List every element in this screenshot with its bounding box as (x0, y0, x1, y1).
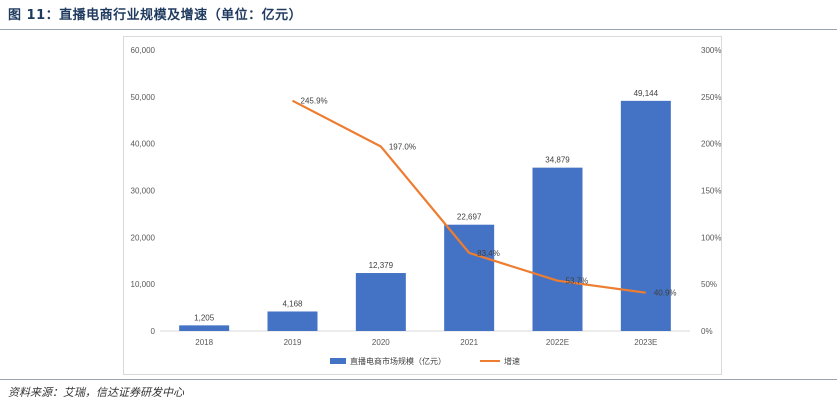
x-axis-tick-label: 2019 (284, 338, 302, 347)
growth-line (291, 99, 646, 294)
right-axis-tick-label: 200% (701, 140, 721, 149)
bar-2020 (355, 273, 406, 331)
growth-line-series (291, 99, 646, 294)
right-axis-tick-label: 150% (701, 187, 721, 196)
bar-data-labels: 1,205 4,168 12,379 22,697 34,879 49,144 (194, 89, 658, 323)
growth-value-label: 197.0% (389, 142, 416, 151)
bar-value-label: 1,205 (194, 313, 215, 322)
bar-2022E (532, 167, 583, 331)
growth-value-label: 245.9% (301, 97, 328, 106)
bar-value-label: 49,144 (634, 89, 659, 98)
growth-value-label: 40.9% (654, 289, 677, 298)
figure-title: 图 11：直播电商行业规模及增速（单位：亿元） (8, 8, 303, 23)
title-rule (0, 29, 837, 30)
bar-value-label: 34,879 (545, 156, 570, 165)
bar-2021 (444, 224, 495, 331)
growth-value-label: 53.7% (566, 277, 589, 286)
legend-swatch-bar (330, 358, 346, 364)
x-axis-tick-label: 2022E (546, 338, 569, 347)
x-axis-tick-label: 2018 (195, 338, 213, 347)
bar-value-label: 12,379 (369, 261, 394, 270)
right-axis-tick-label: 300% (701, 46, 721, 55)
x-axis-tick-label: 2021 (460, 338, 478, 347)
legend-label-line: 增速 (504, 356, 520, 366)
left-axis-tick-label: 10,000 (131, 280, 156, 289)
right-axis-tick-label: 0% (701, 327, 713, 336)
legend-label-bar: 直播电商市场规模（亿元） (350, 356, 446, 366)
bar-2018 (179, 325, 230, 331)
growth-value-label: 83.4% (477, 249, 500, 258)
chart-legend: 直播电商市场规模（亿元） 增速 (330, 356, 520, 366)
left-axis-ticks: 0 10,000 20,000 30,000 40,000 50,000 60,000 (131, 46, 156, 336)
left-axis-tick-label: 50,000 (131, 93, 156, 102)
bar-value-label: 4,168 (282, 299, 303, 308)
source-note: 资料来源：艾瑞，信达证券研发中心 (8, 386, 184, 399)
bar-2019 (267, 311, 318, 331)
chart-frame (123, 36, 722, 375)
x-axis-ticks: 2018 2019 2020 2021 2022E 2023E (195, 338, 657, 347)
left-axis-tick-label: 20,000 (131, 233, 156, 242)
growth-data-labels: 245.9% 197.0% 83.4% 53.7% 40.9% (301, 97, 677, 298)
right-axis-tick-label: 250% (701, 93, 721, 102)
left-axis-tick-label: 60,000 (131, 46, 156, 55)
bar-value-label: 22,697 (457, 213, 482, 222)
x-axis-tick-label: 2023E (634, 338, 657, 347)
x-axis-tick-label: 2020 (372, 338, 390, 347)
left-axis-tick-label: 0 (151, 327, 156, 336)
bar-series (179, 100, 671, 331)
right-axis-tick-label: 50% (701, 280, 717, 289)
right-axis-ticks: 0% 50% 100% 150% 200% 250% 300% (701, 46, 721, 336)
right-axis-tick-label: 100% (701, 233, 721, 242)
chart-canvas: 0 10,000 20,000 30,000 40,000 50,000 60,000 0%… (131, 46, 722, 366)
left-axis-tick-label: 30,000 (131, 187, 156, 196)
left-axis-tick-label: 40,000 (131, 140, 156, 149)
source-rule (0, 379, 837, 380)
